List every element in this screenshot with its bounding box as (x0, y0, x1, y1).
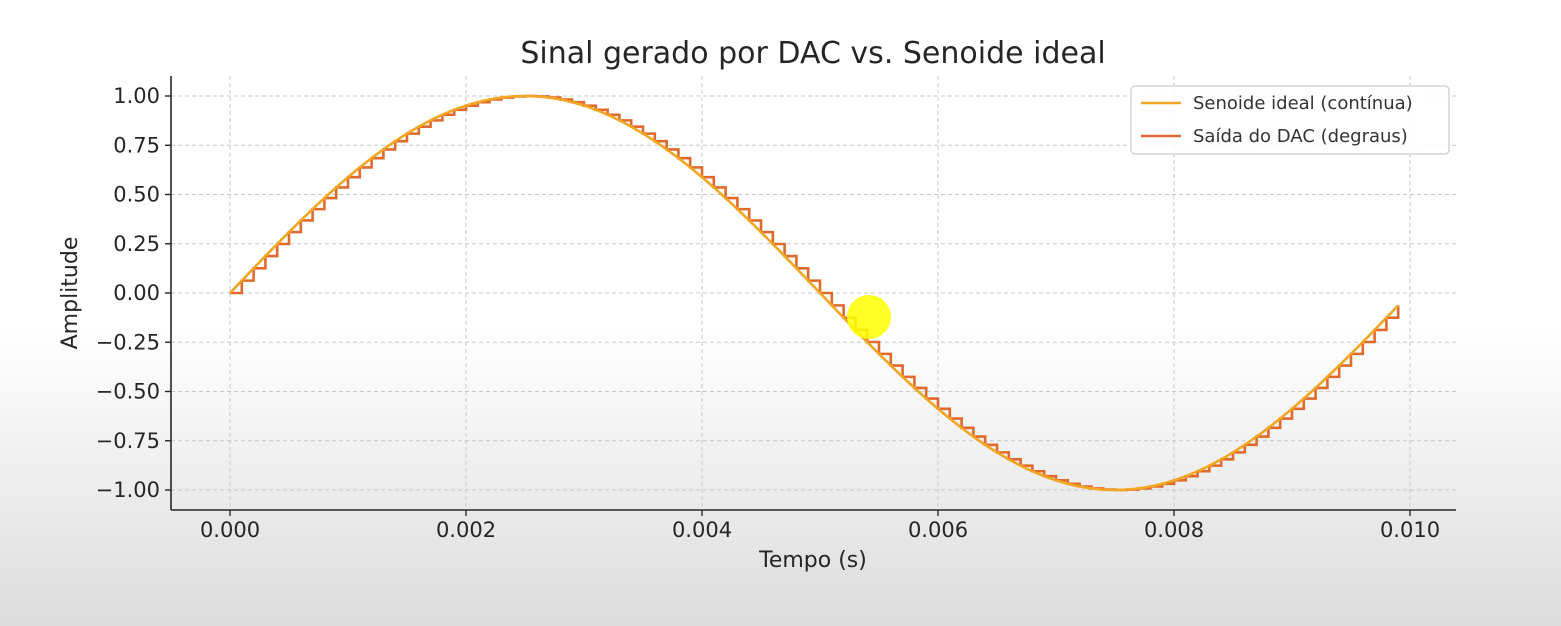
x-tick-label: 0.006 (908, 518, 968, 542)
y-tick-label: 0.50 (113, 183, 160, 207)
series-layer (229, 94, 1400, 492)
y-tick-label: −1.00 (96, 478, 160, 502)
legend-label-dac: Saída do DAC (degraus) (1193, 126, 1408, 147)
chart-title: Sinal gerado por DAC vs. Senoide ideal (520, 36, 1105, 71)
y-tick-label: −0.75 (96, 429, 160, 453)
y-tick-label: 0.75 (113, 133, 160, 157)
x-tick-label: 0.002 (436, 518, 496, 542)
ideal-sine-line (229, 94, 1400, 492)
x-tick-label: 0.010 (1380, 518, 1440, 542)
y-tick-label: 0.25 (113, 232, 160, 256)
cursor-highlight (847, 295, 891, 339)
dac-step-line (230, 94, 1400, 492)
x-tick-label: 0.008 (1144, 518, 1204, 542)
y-tick-label: 1.00 (113, 84, 160, 108)
y-ticks: 1.00 0.75 0.50 0.25 0.00 −0.25 −0.50 −0.75 −1.00 (96, 84, 171, 502)
y-tick-label: 0.00 (113, 281, 160, 305)
y-axis-label: Amplitude (58, 237, 83, 350)
legend: Senoide ideal (contínua) Saída do DAC (d… (1130, 85, 1450, 155)
x-ticks: 0.000 0.002 0.004 0.006 0.008 0.010 (200, 510, 1440, 542)
x-tick-label: 0.000 (200, 518, 260, 542)
legend-label-ideal: Senoide ideal (contínua) (1193, 93, 1413, 114)
x-tick-label: 0.004 (672, 518, 732, 542)
legend-box (1130, 85, 1450, 155)
y-tick-label: −0.25 (96, 330, 160, 354)
x-axis-label: Tempo (s) (758, 548, 867, 573)
y-tick-label: −0.50 (96, 380, 160, 404)
